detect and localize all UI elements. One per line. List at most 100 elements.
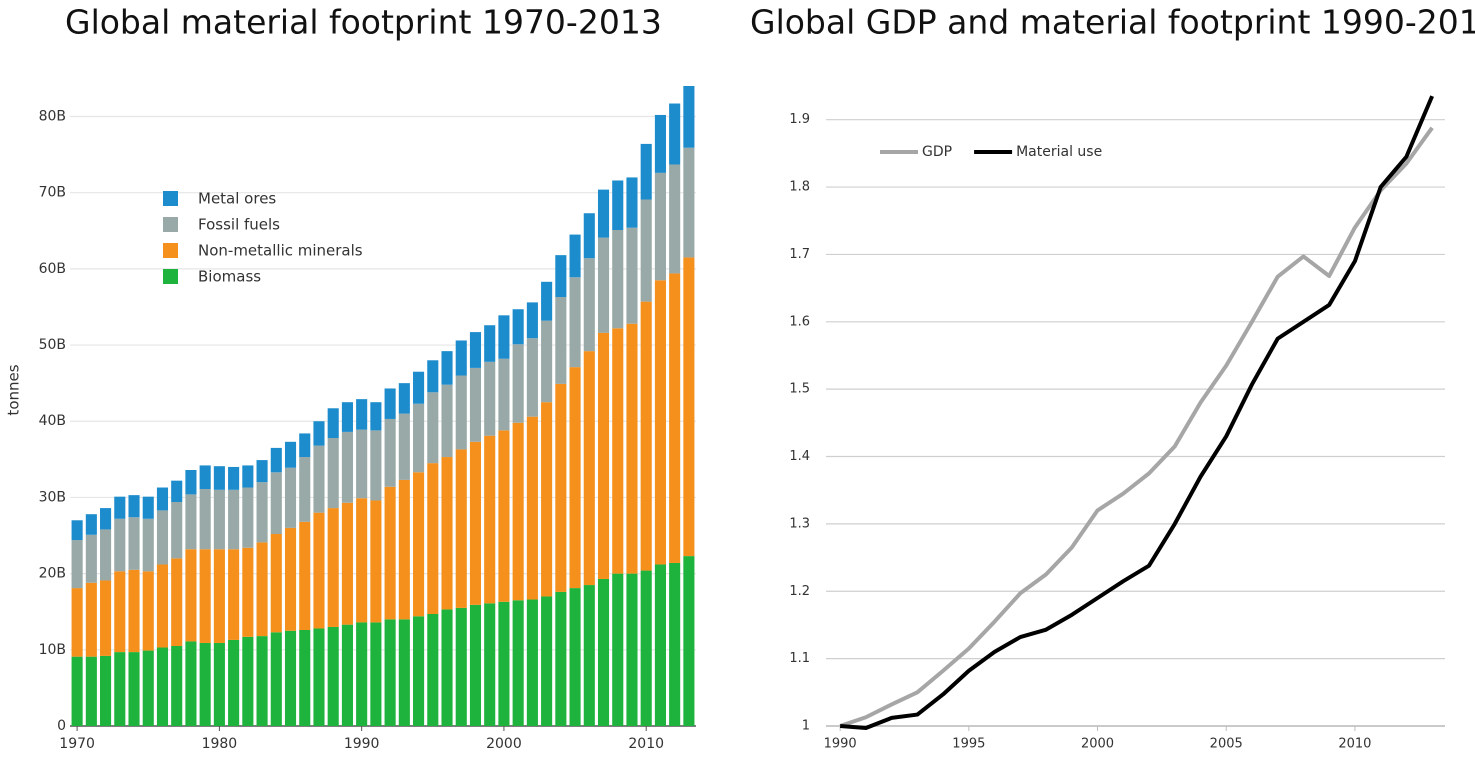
x-tick-label: 1990 (824, 737, 857, 752)
bar-segment (199, 465, 211, 490)
bar-segment (469, 367, 482, 442)
bar-segment (228, 639, 240, 726)
bar-segment (171, 646, 183, 726)
y-axis-label: tonnes (5, 364, 23, 415)
bar-segment (469, 332, 482, 368)
bar-segment (128, 517, 140, 570)
y-tick-label: 30B (39, 489, 66, 505)
bar-segment (555, 297, 567, 384)
bar-segment (313, 421, 325, 446)
y-tick-label: 0 (57, 718, 66, 734)
bar-segment (228, 549, 240, 640)
x-tick-label: 2010 (1338, 737, 1371, 752)
bar-segment (71, 656, 83, 726)
legend-swatch (163, 191, 178, 206)
bar-segment (213, 642, 225, 726)
bar-segment (100, 580, 112, 656)
bar-segment (484, 603, 496, 726)
bar-segment (71, 540, 83, 589)
bar-segment (213, 549, 225, 643)
bar-segment (484, 361, 496, 436)
y-tick-label: 60B (39, 261, 66, 277)
bar-segment (142, 496, 154, 519)
bar-segment (299, 630, 311, 726)
bar-segment (284, 527, 297, 631)
x-tick-label: 1995 (952, 737, 985, 752)
bar-segment (114, 518, 126, 572)
bar-segment (484, 435, 496, 604)
bar-segment (270, 472, 282, 534)
bar-segment (413, 371, 425, 404)
bar-segment (612, 180, 624, 230)
bar-segment (242, 487, 254, 548)
bar-segment (270, 447, 282, 473)
bar-segment (185, 470, 197, 495)
bar-segment (654, 172, 666, 281)
bar-segment (597, 189, 610, 238)
x-tick-label: 1970 (59, 736, 95, 752)
legend-swatch (163, 243, 178, 258)
bar-segment (327, 438, 339, 509)
y-tick-label: 1.3 (789, 516, 810, 531)
bar-segment (569, 277, 581, 368)
bar-segment (384, 388, 396, 419)
bar-segment (526, 338, 538, 417)
bar-segment (398, 413, 410, 480)
bar-segment (654, 114, 666, 173)
bar-segment (384, 486, 396, 620)
bar-segment (541, 281, 553, 321)
bar-segment (85, 656, 97, 726)
bar-segment (327, 508, 339, 627)
bar-segment (256, 636, 268, 726)
bar-segment (313, 628, 325, 726)
bar-segment (541, 402, 553, 597)
bar-segment (512, 309, 524, 345)
bar-segment (156, 510, 169, 565)
bar-segment (583, 585, 595, 726)
bar-segment (100, 529, 112, 581)
bar-segment (156, 487, 169, 511)
bar-segment (512, 344, 524, 423)
bar-segment (256, 460, 268, 483)
bar-segment (228, 489, 240, 550)
bar-segment (242, 465, 254, 488)
bar-segment (640, 199, 652, 302)
bar-segment (526, 599, 538, 726)
bar-segment (242, 636, 254, 726)
bar-segment (427, 392, 439, 464)
bar-segment (128, 652, 140, 726)
bar-segment (142, 571, 154, 651)
bar-segment (185, 641, 197, 726)
x-tick-label: 2000 (486, 736, 522, 752)
y-tick-label: 1.7 (789, 247, 810, 262)
bar-segment (541, 596, 553, 726)
bar-segment (199, 549, 211, 643)
bar-segment (612, 573, 624, 726)
y-tick-label: 1.6 (789, 314, 810, 329)
bar-segment (441, 351, 453, 385)
bar-segment (270, 534, 282, 633)
bar-segment (669, 273, 681, 563)
y-tick-label: 50B (39, 337, 66, 353)
y-tick-label: 10B (39, 642, 66, 658)
bar-segment (427, 614, 439, 726)
bar-segment (199, 642, 211, 726)
bar-segment (313, 445, 325, 513)
bar-segment (128, 495, 140, 518)
bar-segment (398, 479, 410, 620)
bar-segment (626, 323, 638, 574)
bar-segment (128, 569, 140, 653)
bar-segment (441, 384, 453, 458)
bar-segment (413, 403, 425, 473)
bar-segment (370, 622, 382, 726)
y-tick-label: 40B (39, 413, 66, 429)
bar-segment (341, 502, 353, 625)
bar-segment (85, 534, 97, 583)
y-tick-label: 80B (39, 108, 66, 124)
bar-segment (85, 514, 97, 535)
legend-swatch (163, 217, 178, 232)
bar-segment (583, 258, 595, 352)
legend-label: Fossil fuels (198, 216, 280, 234)
bar-segment (555, 255, 567, 298)
